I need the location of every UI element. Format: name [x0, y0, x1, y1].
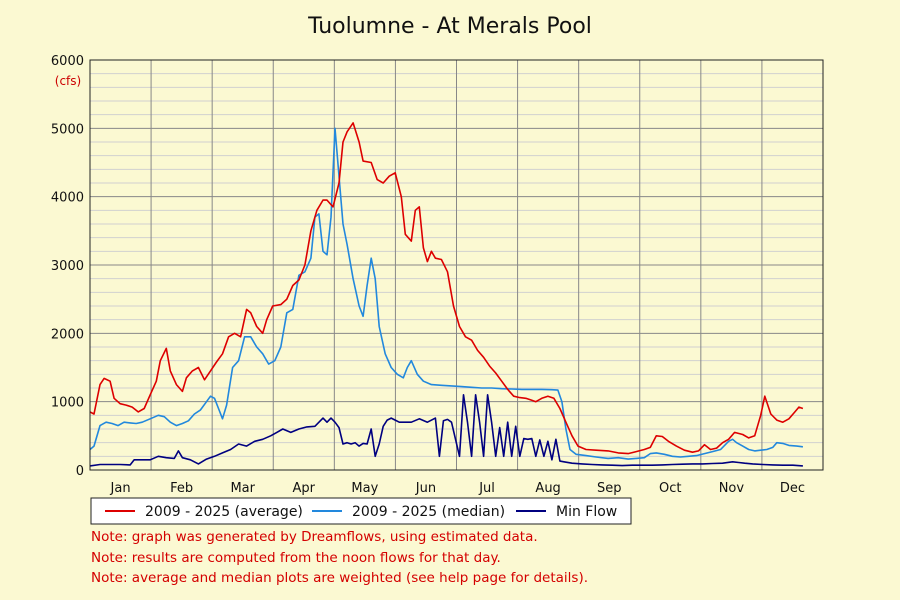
y-tick-label: 2000	[51, 327, 84, 342]
series-line-2009-2025-median	[89, 127, 803, 460]
y-tick-label: 6000	[51, 54, 84, 69]
note-line-2: Note: results are computed from the noon…	[91, 550, 501, 566]
y-tick-label: 1000	[51, 396, 84, 411]
x-tick-label: Nov	[719, 481, 745, 496]
x-tick-label: Jul	[478, 481, 495, 496]
legend-label-median: 2009 - 2025 (median)	[352, 504, 505, 520]
x-tick-label: May	[351, 481, 378, 496]
x-tick-label: Aug	[535, 481, 560, 496]
plot-frame	[89, 59, 824, 471]
series-line-min-flow	[89, 393, 803, 467]
grid-lines	[90, 59, 823, 471]
x-tick-label: Mar	[230, 481, 255, 496]
legend-label-minflow: Min Flow	[556, 504, 617, 520]
x-tick-label: Feb	[170, 481, 193, 496]
y-tick-label: 4000	[51, 191, 84, 206]
x-tick-label: Sep	[597, 481, 622, 496]
chart-title: Tuolumne - At Merals Pool	[307, 14, 592, 39]
legend: 2009 - 2025 (average) 2009 - 2025 (media…	[90, 497, 632, 525]
note-line-3: Note: average and median plots are weigh…	[91, 570, 588, 586]
y-tick-label: 5000	[51, 122, 84, 137]
x-tick-label: Jan	[110, 481, 131, 496]
series-layer	[89, 122, 804, 467]
x-tick-label: Dec	[780, 481, 805, 496]
note-line-1: Note: graph was generated by Dreamflows,…	[91, 529, 538, 545]
x-tick-label: Apr	[293, 481, 316, 496]
notes: Note: graph was generated by Dreamflows,…	[91, 529, 588, 586]
legend-label-average: 2009 - 2025 (average)	[145, 504, 303, 520]
y-tick-label: 3000	[51, 259, 84, 274]
axis-labels: 0 1000 2000 3000 4000 5000 6000 Jan Feb Mar Apr May…	[51, 54, 805, 496]
x-tick-label: Oct	[659, 481, 681, 496]
series-line-2009-2025-average	[89, 122, 804, 455]
x-tick-label: Jun	[415, 481, 436, 496]
y-tick-label: 0	[76, 464, 84, 479]
y-unit-label: (cfs)	[55, 74, 81, 88]
